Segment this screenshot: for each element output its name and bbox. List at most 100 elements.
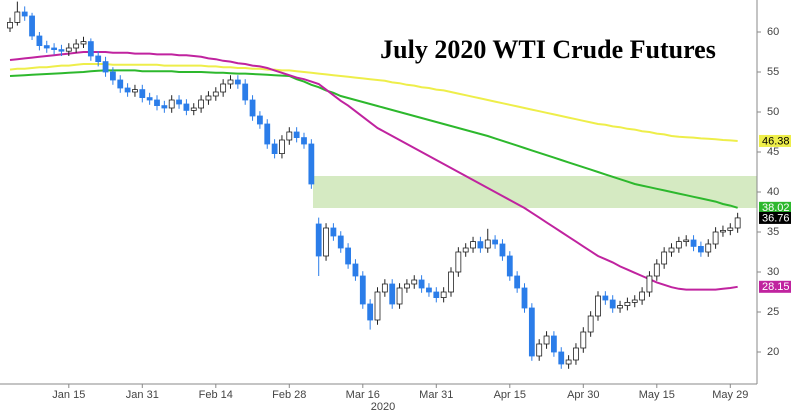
candle-body (161, 105, 168, 109)
candle-body (212, 91, 219, 97)
y-tick-label: 50 (767, 106, 779, 118)
series-last-label: 28.15 (762, 281, 790, 293)
candle-body (198, 99, 205, 109)
candle-body (396, 287, 403, 305)
candle-body (683, 239, 690, 243)
candle-body (565, 359, 572, 365)
moving-average-line (9, 63, 738, 142)
candle-body (477, 241, 484, 249)
candle-body (558, 351, 565, 365)
x-tick-label: Apr 15 (494, 389, 526, 401)
candle-body (514, 275, 521, 289)
series-last-label: 38.02 (762, 202, 790, 214)
y-tick-label: 20 (767, 346, 779, 358)
candle-body (65, 47, 72, 52)
candle-body (154, 99, 160, 106)
candle-body (7, 21, 13, 29)
candle-body (374, 291, 381, 321)
series-last-label-bg (759, 280, 791, 293)
candle-body (499, 243, 506, 257)
x-tick-label: Jan 31 (126, 389, 159, 401)
candle-body (146, 97, 153, 101)
candle-body (455, 251, 462, 273)
candle-body (58, 49, 65, 52)
candle-body (308, 143, 315, 185)
candle-body (492, 239, 499, 245)
candle-body (367, 303, 374, 321)
candle-body (418, 279, 425, 289)
candle-body (551, 335, 557, 353)
candle-body (315, 223, 322, 257)
series-last-label-bg (759, 134, 791, 147)
candle-body (43, 45, 50, 49)
candle-body (190, 107, 197, 111)
candle-body (720, 229, 726, 233)
candle-body (705, 243, 712, 253)
x-tick-label: May 29 (712, 389, 748, 401)
candle-body (51, 47, 57, 51)
candle-body (389, 283, 396, 305)
candle-body (712, 231, 719, 245)
x-tick-label: Feb 14 (199, 389, 233, 401)
candle-body (271, 143, 278, 155)
candle-body (29, 15, 35, 37)
candle-body (110, 71, 116, 81)
candle-body (227, 79, 234, 85)
plot-area: 20 25 30 35 40 45 50 55 60 Jan 15 Jan 31 Feb 14 Feb … (0, 0, 779, 401)
candle-body (661, 251, 668, 265)
candle-body (690, 239, 697, 247)
candle-body (595, 295, 601, 317)
candle-body (631, 299, 638, 303)
candle-body (624, 301, 631, 306)
candle-body (403, 283, 410, 289)
candle-body (323, 227, 329, 257)
candle-body (727, 227, 734, 231)
candle-body (95, 55, 102, 62)
candle-body (675, 241, 682, 249)
candle-body (653, 263, 660, 277)
candle-body (102, 61, 109, 73)
candle-body (124, 87, 131, 93)
candle-body (440, 291, 447, 298)
candle-body (521, 287, 528, 309)
candle-body (293, 131, 300, 138)
candle-body (433, 291, 440, 298)
series-last-label-bg (759, 201, 791, 214)
candle-body (734, 217, 741, 229)
candle-body (21, 11, 28, 17)
x-tick-label: Feb 28 (272, 389, 306, 401)
candle-body (646, 275, 653, 293)
candle-body (264, 123, 271, 145)
x-tick-label: Mar 31 (419, 389, 453, 401)
candle-body (286, 131, 293, 141)
candle-body (352, 263, 359, 277)
candle-body (381, 283, 388, 293)
candle-body (80, 41, 87, 45)
candle-body (448, 271, 454, 293)
candle-body (698, 245, 704, 253)
candle-body (462, 247, 469, 253)
candle-body (139, 89, 146, 98)
price-last-label: 36.76 (762, 212, 790, 224)
candle-body (506, 255, 513, 277)
x-tick-label: May 15 (639, 389, 675, 401)
candle-body (573, 347, 579, 361)
candle-body (470, 241, 476, 249)
candle-body (168, 99, 175, 109)
x-axis-year: 2020 (371, 401, 395, 413)
moving-average-line (9, 69, 738, 209)
candle-body (73, 43, 80, 49)
candle-body (87, 41, 94, 57)
y-tick-label: 60 (767, 26, 779, 38)
y-tick-label: 40 (767, 186, 779, 198)
candle-body (602, 295, 609, 301)
candle-body (249, 99, 256, 117)
candle-body (337, 235, 344, 249)
candle-body (242, 83, 249, 101)
candle-body (279, 139, 285, 155)
y-tick-label: 30 (767, 266, 779, 278)
chart-title: July 2020 WTI Crude Futures (380, 35, 716, 64)
candle-body (183, 103, 190, 111)
candle-body (536, 343, 543, 357)
